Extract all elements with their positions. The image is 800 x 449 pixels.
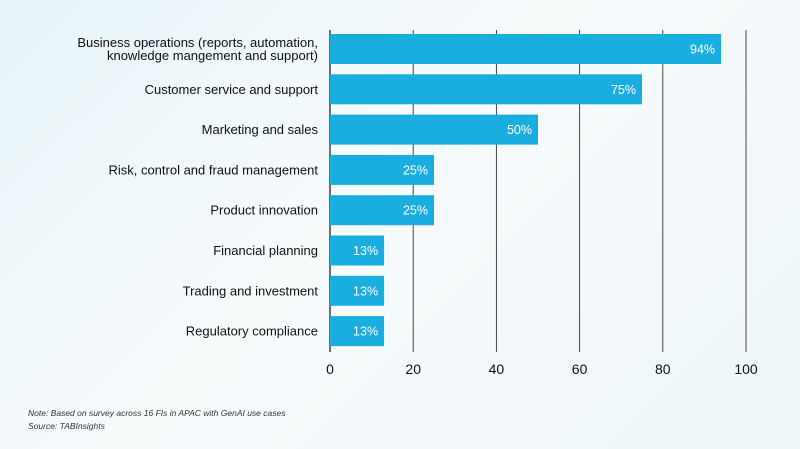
category-label-line: Regulatory compliance (186, 324, 318, 339)
bar-data-label: 94% (690, 43, 715, 57)
x-tick-label: 20 (405, 361, 421, 377)
bar (330, 275, 385, 306)
category-label-line: knowledge mangement and support) (107, 48, 318, 63)
bar (330, 154, 434, 185)
bar-data-label: 25% (403, 163, 428, 177)
x-tick-label: 40 (489, 361, 505, 377)
category-label-line: Product innovation (210, 203, 318, 218)
category-label: Marketing and sales (202, 122, 319, 137)
survey-note: Note: Based on survey across 16 FIs in A… (28, 408, 286, 418)
x-tick-label: 80 (655, 361, 671, 377)
category-label: Financial planning (213, 243, 318, 258)
bar-data-label: 13% (353, 244, 378, 258)
source-note: Source: TABInsights (28, 421, 105, 431)
x-tick-label: 0 (326, 361, 334, 377)
category-label: Business operations (reports, automation… (77, 35, 318, 63)
category-label: Risk, control and fraud management (108, 162, 318, 177)
category-label: Product innovation (210, 203, 318, 218)
bar-data-label: 75% (611, 83, 636, 97)
category-label-line: Financial planning (213, 243, 318, 258)
category-label-line: Risk, control and fraud management (108, 162, 318, 177)
bar (330, 114, 538, 145)
bar (330, 316, 385, 347)
tick-label-layer: 0 20 40 60 80 100 (326, 361, 758, 377)
category-label-line: Customer service and support (145, 82, 319, 97)
category-label-line: Trading and investment (183, 283, 319, 298)
category-label: Regulatory compliance (186, 324, 318, 339)
bar (330, 195, 434, 226)
bar (330, 74, 642, 105)
x-tick-label: 60 (572, 361, 588, 377)
bar-data-label: 13% (353, 284, 378, 298)
bar-data-label: 50% (507, 123, 532, 137)
category-label-line: Marketing and sales (202, 122, 319, 137)
category-label: Customer service and support (145, 82, 319, 97)
category-label: Trading and investment (183, 283, 319, 298)
bar-data-label: 13% (353, 325, 378, 339)
bar-layer: 94% 75% 50% 25% 25% 13% 13% 13% (330, 34, 722, 347)
bar-data-label: 25% (403, 204, 428, 218)
category-label-layer: Business operations (reports, automation… (77, 35, 318, 339)
x-tick-label: 100 (734, 361, 758, 377)
bar (330, 235, 385, 266)
category-label-line: Business operations (reports, automation… (77, 35, 318, 50)
chart-notes: Note: Based on survey across 16 FIs in A… (28, 407, 285, 433)
bar (330, 34, 722, 64)
